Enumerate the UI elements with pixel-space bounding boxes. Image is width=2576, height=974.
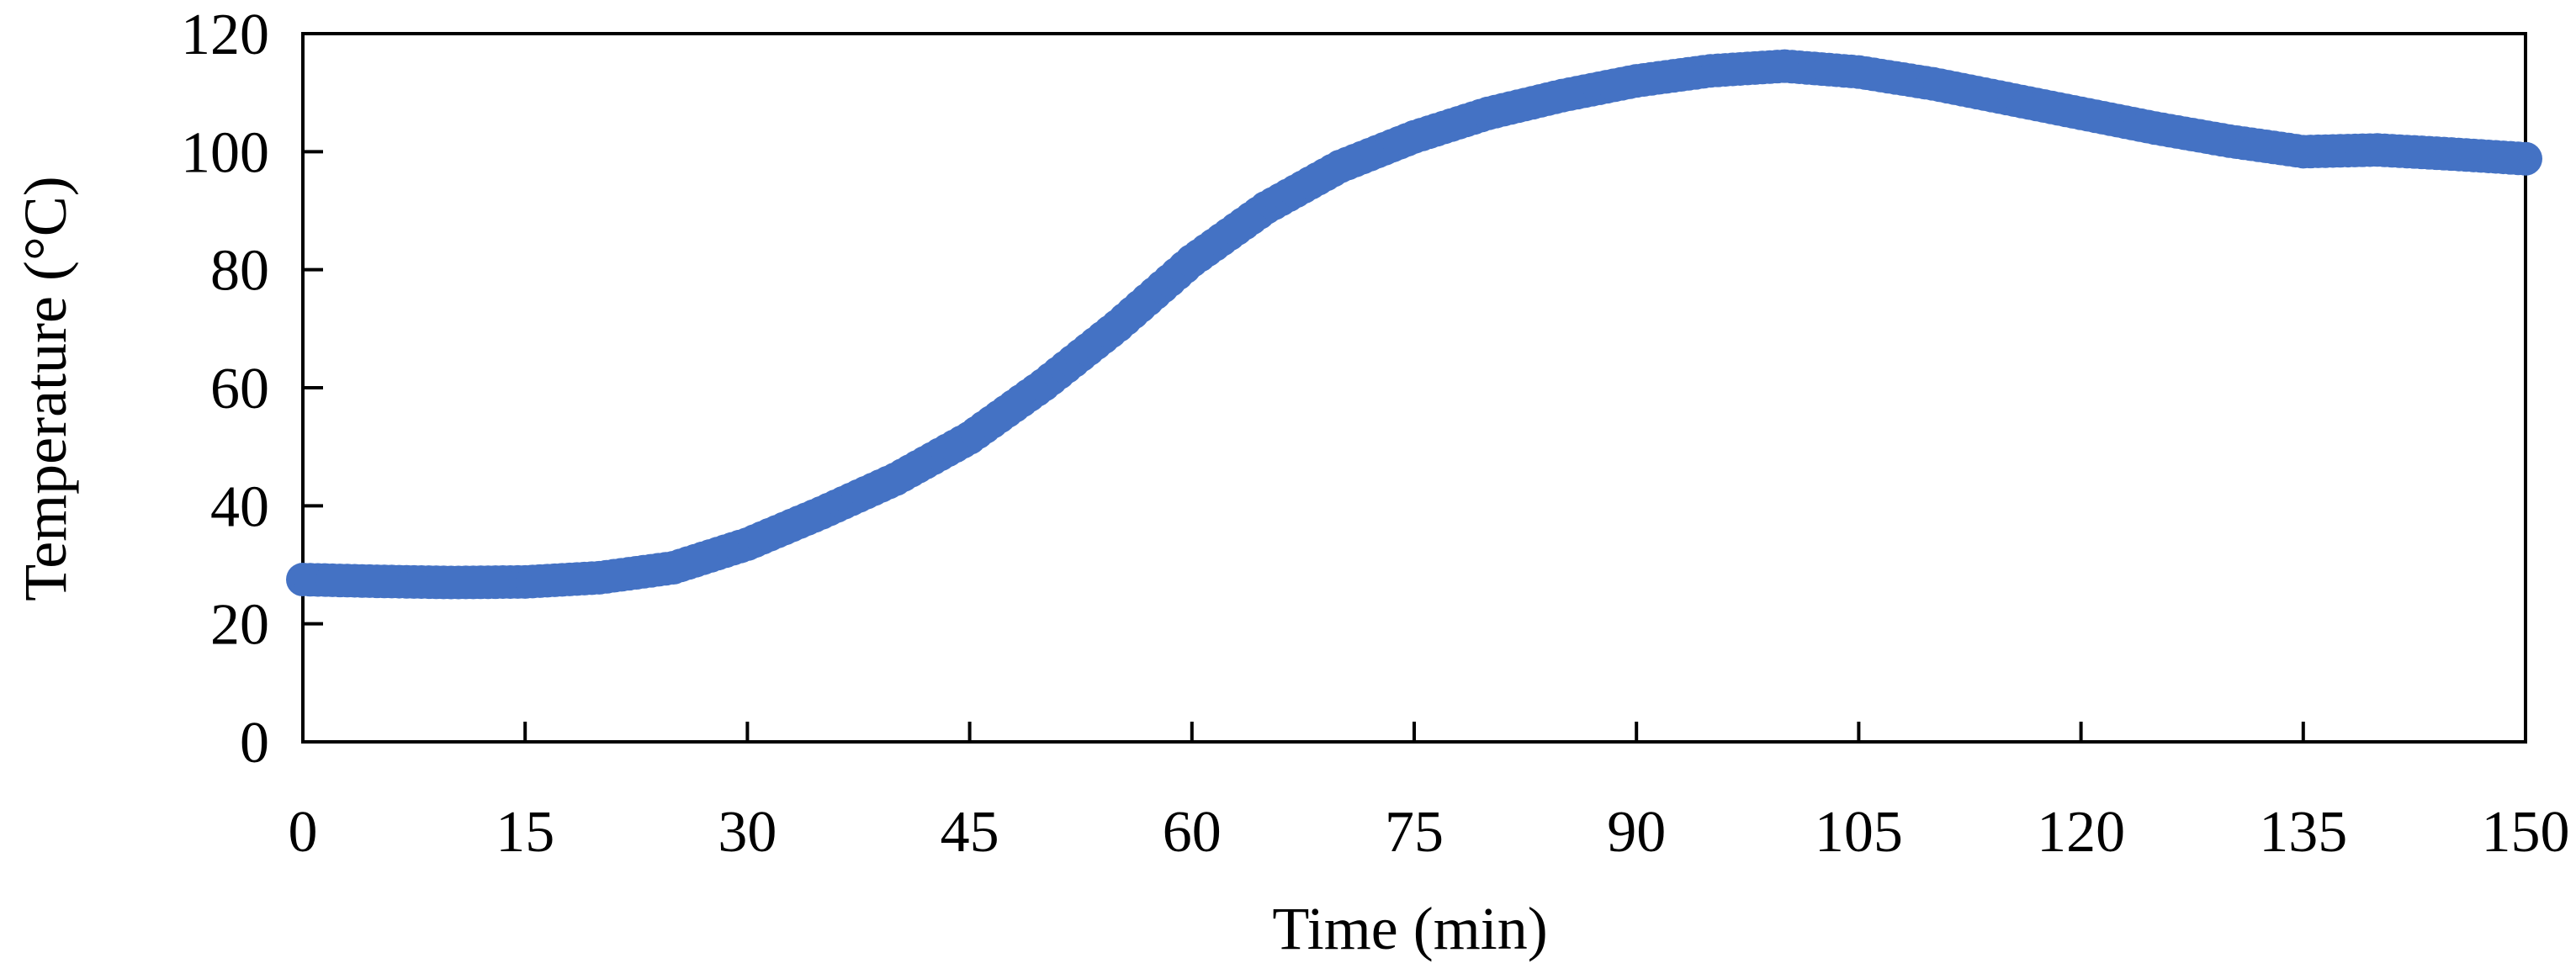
x-tick-label: 105 xyxy=(1815,800,1903,865)
series-temperature xyxy=(286,49,2542,600)
data-point xyxy=(2509,141,2542,176)
x-tick-label: 60 xyxy=(1163,800,1222,865)
y-tick-label: 100 xyxy=(181,120,269,185)
x-tick-label: 135 xyxy=(2259,800,2347,865)
y-axis: 0 20 40 60 80 100 120 xyxy=(181,3,323,775)
x-axis: 0 15 30 45 60 75 90 105 120 135 150 xyxy=(289,722,2570,865)
x-tick-label: 90 xyxy=(1607,800,1666,865)
y-tick-label: 60 xyxy=(210,357,269,421)
y-axis-title: Temperature (°C) xyxy=(12,176,79,601)
x-axis-title: Time (min) xyxy=(1272,895,1547,962)
x-tick-label: 30 xyxy=(718,800,777,865)
y-tick-label: 20 xyxy=(210,593,269,658)
y-tick-label: 80 xyxy=(210,239,269,304)
y-tick-label: 0 xyxy=(240,711,269,775)
y-tick-label: 120 xyxy=(181,3,269,67)
x-tick-label: 120 xyxy=(2037,800,2125,865)
x-tick-label: 15 xyxy=(496,800,554,865)
x-tick-label: 0 xyxy=(289,800,318,865)
x-tick-label: 45 xyxy=(941,800,999,865)
y-tick-label: 40 xyxy=(210,474,269,539)
x-tick-label: 150 xyxy=(2482,800,2570,865)
x-tick-label: 75 xyxy=(1385,800,1444,865)
